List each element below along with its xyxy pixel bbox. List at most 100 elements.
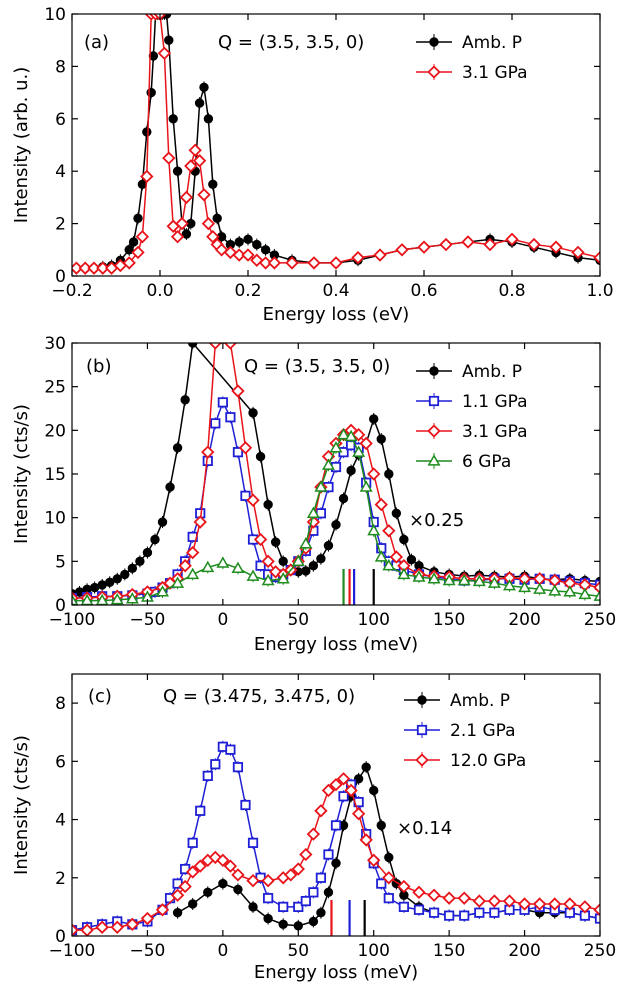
panel-c-series-0-point xyxy=(376,820,386,831)
panel-c-legend-label-0: Amb. P xyxy=(450,691,510,711)
panel-a-legend-label-0: Amb. P xyxy=(462,33,522,53)
panel-b-series-0-line xyxy=(72,343,600,595)
panel-c-series-2-point xyxy=(291,862,305,876)
panel-b-series-0-point xyxy=(308,561,319,571)
panel-a-series-0-point xyxy=(133,213,143,224)
panel-c-series-0-point xyxy=(263,913,273,924)
panel-a-series-1-point xyxy=(72,261,84,275)
panel-a-series-0-point xyxy=(234,237,244,247)
panel-c-series-2-point xyxy=(397,879,411,894)
panel-b-series-1-point xyxy=(240,490,251,501)
panel-b-series-0-point xyxy=(384,469,394,479)
panel-c-ytick-label: 2 xyxy=(55,869,66,889)
panel-b-series-2-point xyxy=(208,343,222,350)
panel-c-series-2-point xyxy=(472,894,486,908)
panel-a-ticks: −0.2 0.0 0.2 0.4 0.6 0.8 1.0 0 2 4 6 8 10 xyxy=(44,5,613,301)
panel-c-xtick-label: −50 xyxy=(129,941,165,961)
panel-c-label: (c) xyxy=(88,686,112,707)
panel-b-legend-swatch-marker xyxy=(427,424,441,438)
panel-c-series-1-point xyxy=(330,820,342,831)
panel-b-series-1-point xyxy=(255,560,266,571)
panel-c-series-2-point xyxy=(532,897,547,911)
panel-b-ytick-label: 5 xyxy=(55,552,66,572)
panel-a-series-1-point xyxy=(395,243,409,257)
panel-a-series-1-point xyxy=(232,248,246,262)
panel-c-legend-swatch-marker xyxy=(417,695,427,705)
panel-c-legend: Amb. P 2.1 GPa 12.0 GPa xyxy=(404,691,526,771)
panel-b-legend-entry-1: 1.1 GPa xyxy=(416,392,528,412)
panel-a-xtick-label: 0.6 xyxy=(410,281,437,301)
panel-c-legend-entry-0: Amb. P xyxy=(404,691,510,711)
panel-c-series-2-point xyxy=(306,827,321,841)
panel-b-series-3-point xyxy=(593,589,600,601)
panel-b-series-3-point xyxy=(457,573,471,586)
panel-c-series-1-point xyxy=(376,878,387,889)
panel-b-series-3-point xyxy=(171,576,185,588)
panel-b-series-3-point xyxy=(367,524,381,536)
panel-b-series-0-point xyxy=(346,465,356,476)
panel-c-xtick-label: 150 xyxy=(433,941,465,961)
panel-b-series-2-point xyxy=(246,493,260,507)
panel-c-ticks: −100 −50 0 50 100 150 200 250 0 2 4 6 8 xyxy=(49,674,616,961)
panel-b-series-2-point xyxy=(238,441,253,455)
panel-c-series-0-point xyxy=(323,887,334,898)
panel-b-series-3-point xyxy=(299,537,313,549)
panel-b-legend-swatch-marker xyxy=(428,395,440,407)
panel-c-series-0-point xyxy=(384,852,394,863)
panel-b-series-3-point xyxy=(412,570,426,582)
panel-a-series-1-point xyxy=(140,169,154,184)
panel-c-series-1-point xyxy=(187,837,198,848)
panel-a-series-0-point xyxy=(203,114,214,124)
panel-a-series-0-point xyxy=(208,179,218,190)
panel-a-series-0-point xyxy=(168,114,178,124)
panel-c-series-2-point xyxy=(382,871,396,885)
panel-a-legend-swatch-marker xyxy=(427,65,441,79)
panel-a-series-1-point xyxy=(87,261,101,275)
panel-a-series-1-point xyxy=(135,230,150,244)
panel-c-series-0-point xyxy=(203,887,213,898)
panel-c-series-2-point xyxy=(299,847,313,862)
panel-b-series-3-point xyxy=(186,567,200,580)
panel-b-series-0-point xyxy=(369,414,379,424)
panel-a: −0.2 0.0 0.2 0.4 0.6 0.8 1.0 0 2 4 6 8 10 (a) Q = (3… xyxy=(11,5,614,325)
panel-b-series-0-point xyxy=(120,569,130,580)
panel-a-series-0-point xyxy=(194,98,205,108)
panel-b-series-0-point xyxy=(301,566,311,576)
panel-a-q-annotation: Q = (3.5, 3.5, 0) xyxy=(218,32,364,53)
panel-c-series-2-point xyxy=(223,859,238,873)
panel-b-series-2-point xyxy=(359,436,373,451)
panel-c-series-2-point xyxy=(170,888,185,902)
panel-b-frame xyxy=(71,342,601,606)
panel-b-series-2-point xyxy=(351,428,366,442)
panel-b-series-2-point xyxy=(193,515,207,529)
panel-b-series-3-point xyxy=(72,593,79,605)
panel-c-series-2-point xyxy=(427,888,441,902)
panel-b-q-annotation: Q = (3.5, 3.5, 0) xyxy=(244,356,390,377)
panel-c-series-1-point xyxy=(474,907,485,918)
panel-c-series-2-point xyxy=(442,891,456,905)
panel-b-series-0-point xyxy=(157,517,168,527)
panel-c-series-2-point xyxy=(72,923,79,936)
panel-c-series-1-point xyxy=(489,907,500,918)
panel-c-series-1-point xyxy=(210,759,221,770)
panel-b-series-0-point xyxy=(187,343,198,348)
panel-a-series-1-point xyxy=(527,237,541,252)
panel-b-ylabel: Intensity (cts/s) xyxy=(11,404,32,544)
panel-b-xtick-label: −100 xyxy=(49,610,96,630)
panel-b-series-0-point xyxy=(142,547,153,558)
panel-b-series-0-point xyxy=(172,443,183,453)
panel-a-ytick-label: 2 xyxy=(55,215,66,235)
panel-b-series-3-point xyxy=(201,560,215,573)
panel-b-data xyxy=(72,343,600,605)
panel-b-series-3-point xyxy=(329,441,343,453)
panel-a-series-0-point xyxy=(142,127,152,137)
panel-a-xtick-label: 0.8 xyxy=(498,281,525,301)
panel-c-series-1-point xyxy=(225,744,236,755)
panel-b-series-3-point xyxy=(352,445,366,457)
panel-a-ytick-label: 8 xyxy=(55,57,66,77)
panel-c-series-2-point xyxy=(563,897,577,911)
panel-a-series-1-point xyxy=(241,248,255,262)
panel-b-series-0-point xyxy=(376,434,386,444)
panel-c-series-0-point xyxy=(353,774,364,784)
panel-c-series-2-point xyxy=(487,894,502,908)
